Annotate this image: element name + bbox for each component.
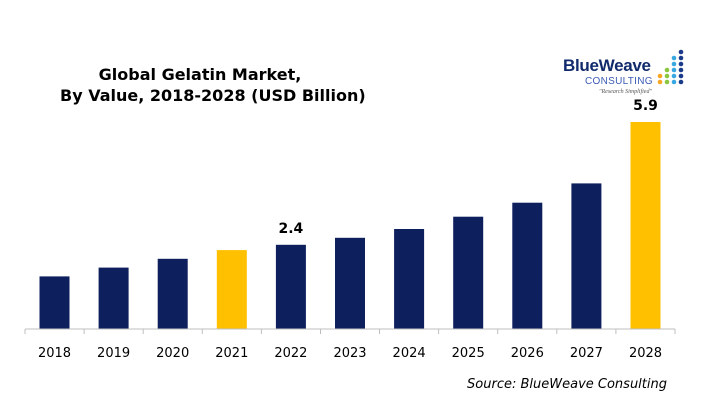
logo-dots-icon	[657, 49, 684, 85]
bar-2024	[394, 229, 425, 329]
x-tick-label-2019: 2019	[97, 346, 130, 361]
x-tick-label-2022: 2022	[274, 346, 307, 361]
source-note: Source: BlueWeave Consulting	[467, 377, 667, 392]
data-label-2022: 2.4	[278, 221, 303, 237]
chart-title-line-1: Global Gelatin Market,	[98, 65, 302, 84]
logo-dot	[671, 79, 677, 85]
bar-2022	[275, 244, 306, 329]
bar-2021	[216, 250, 247, 329]
bar-2018	[39, 276, 70, 329]
logo-dot	[678, 67, 684, 73]
logo-dot	[678, 79, 684, 85]
x-tick-label-2024: 2024	[393, 346, 426, 361]
x-tick-label-2023: 2023	[333, 346, 366, 361]
bar-2023	[335, 237, 365, 329]
logo-dot	[664, 73, 670, 79]
x-tick-label-2018: 2018	[38, 346, 71, 361]
chart-title-line-2: By Value, 2018-2028 (USD Billion)	[60, 86, 366, 105]
x-tick-label-2020: 2020	[156, 346, 189, 361]
logo-dot	[678, 49, 684, 55]
logo-name: BlueWeave	[563, 56, 651, 75]
logo-dot	[671, 55, 677, 61]
logo-dot	[678, 61, 684, 67]
x-tick-label-2026: 2026	[511, 346, 544, 361]
bar-2019	[98, 267, 129, 329]
x-tick-label-2025: 2025	[452, 346, 485, 361]
logo-dot	[678, 55, 684, 61]
logo-dot	[671, 67, 677, 73]
logo-dot	[671, 61, 677, 67]
bar-2020	[157, 258, 188, 329]
blueweave-logo: BlueWeave CONSULTING "Research Simplifie…	[555, 46, 690, 96]
logo-tagline: "Research Simplified"	[599, 89, 652, 95]
logo-dot	[671, 73, 677, 79]
logo-dot	[678, 73, 684, 79]
chart-title: Global Gelatin Market, By Value, 2018-20…	[60, 64, 366, 106]
bar-2028	[630, 122, 661, 329]
x-tick-label-2027: 2027	[570, 346, 603, 361]
logo-dot	[657, 73, 663, 79]
x-tick-label-2028: 2028	[629, 346, 662, 361]
x-tick-label-2021: 2021	[215, 346, 248, 361]
bar-2027	[571, 183, 602, 329]
bar-2025	[453, 216, 484, 329]
logo-dot	[664, 79, 670, 85]
bar-2026	[512, 202, 543, 329]
logo-dot	[664, 67, 670, 73]
logo-subtitle: CONSULTING	[585, 76, 653, 87]
data-label-2028: 5.9	[633, 98, 658, 114]
logo-dot	[657, 79, 663, 85]
